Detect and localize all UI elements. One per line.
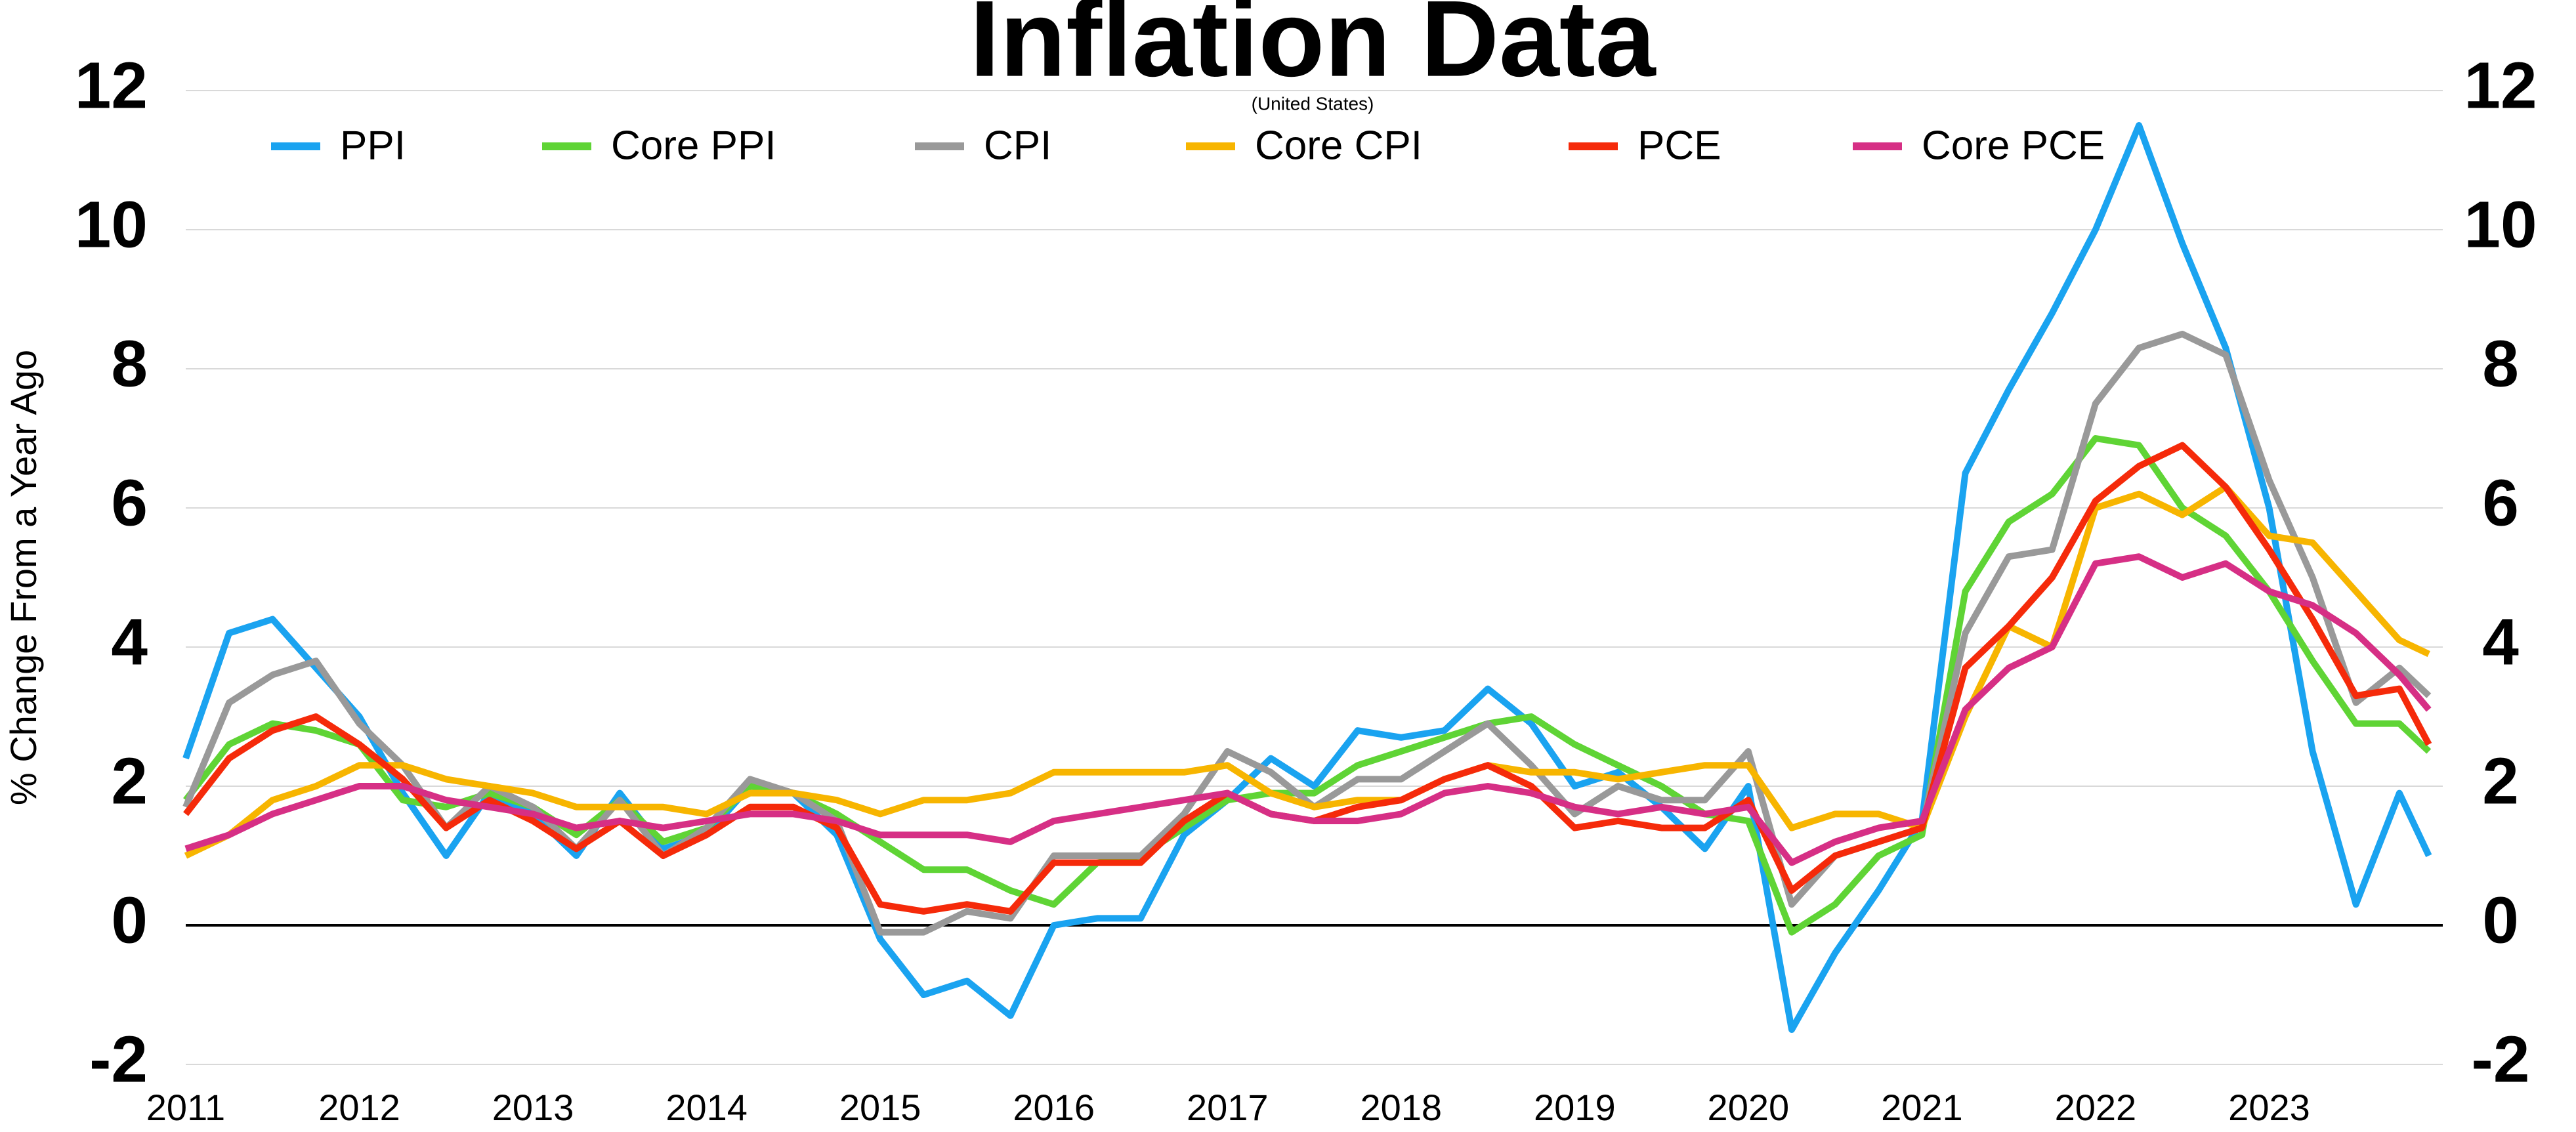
series-line	[182, 122, 2432, 1033]
y-tick-label: 10	[75, 188, 148, 261]
y-tick-label: 12	[75, 49, 148, 122]
y2-tick-label: 0	[2482, 883, 2519, 957]
x-tick-label: 2019	[1534, 1087, 1616, 1128]
x-tick-label: 2017	[1187, 1087, 1269, 1128]
chart-subtitle: (United States)	[1252, 93, 1374, 114]
y-axis-label: % Change From a Year Ago	[3, 350, 44, 805]
y2-tick-label: 8	[2482, 327, 2519, 400]
x-tick-label: 2015	[839, 1087, 921, 1128]
legend-label: Core PPI	[611, 123, 776, 168]
y-tick-label: 8	[111, 327, 148, 400]
x-tick-label: 2023	[2228, 1087, 2310, 1128]
y2-tick-label: 4	[2482, 605, 2519, 679]
x-tick-label: 2016	[1013, 1087, 1095, 1128]
legend-label: PPI	[340, 123, 406, 168]
y-tick-label: 4	[111, 605, 148, 679]
x-tick-label: 2020	[1708, 1087, 1790, 1128]
x-tick-label: 2013	[492, 1087, 574, 1128]
y2-tick-label: 10	[2464, 188, 2537, 261]
x-tick-label: 2018	[1360, 1087, 1442, 1128]
chart-title: Inflation Data	[969, 0, 1656, 99]
y-tick-label: 0	[111, 883, 148, 957]
series-line	[184, 484, 2430, 859]
y2-tick-label: 2	[2482, 744, 2519, 818]
y-tick-label: -2	[89, 1022, 148, 1096]
y-tick-label: 6	[111, 466, 148, 539]
x-tick-label: 2014	[665, 1087, 748, 1128]
legend-label: Core CPI	[1255, 123, 1422, 168]
series-line	[184, 553, 2432, 866]
series-line	[182, 331, 2432, 936]
x-tick-label: 2022	[2055, 1087, 2137, 1128]
y2-tick-label: -2	[2472, 1022, 2530, 1096]
x-tick-label: 2021	[1881, 1087, 1963, 1128]
legend-label: Core PCE	[1922, 123, 2105, 168]
legend-label: PCE	[1637, 123, 1721, 168]
legend-label: CPI	[984, 123, 1051, 168]
x-tick-label: 2012	[318, 1087, 400, 1128]
y-tick-label: 2	[111, 744, 148, 818]
x-tick-label: 2011	[146, 1087, 225, 1128]
y2-tick-label: 6	[2482, 466, 2519, 539]
y2-tick-label: 12	[2464, 49, 2537, 122]
